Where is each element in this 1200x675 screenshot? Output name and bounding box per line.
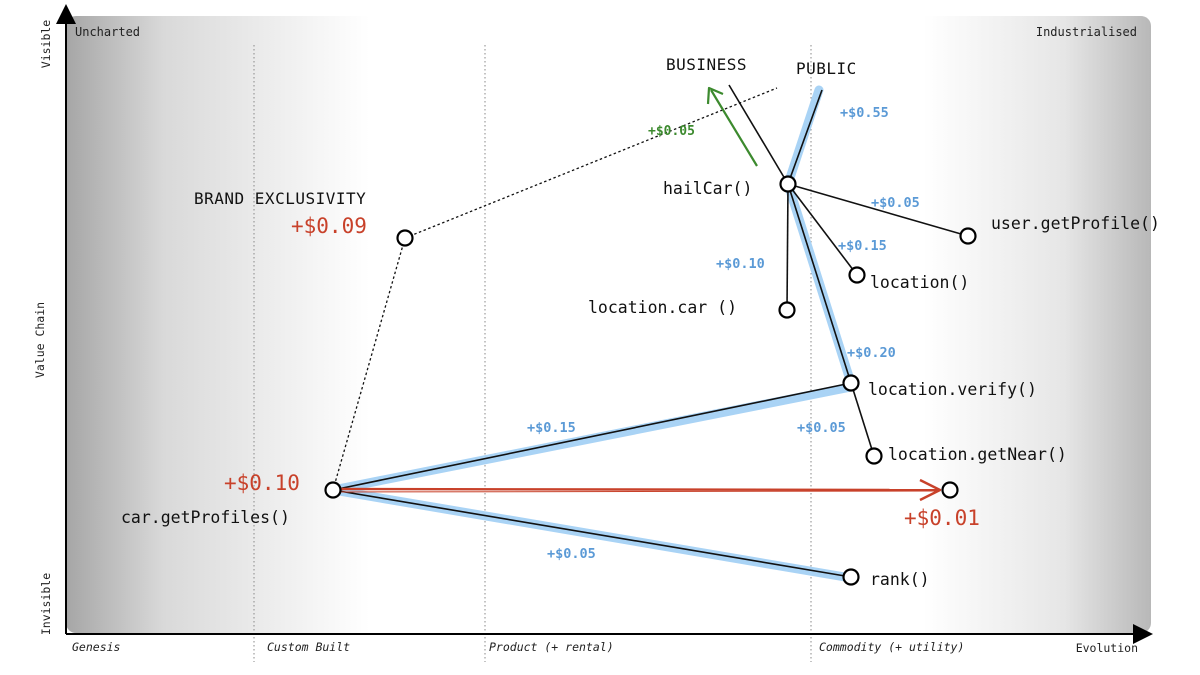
label-location-car: location.car () [588,298,737,317]
y-axis-value-chain-label: Value Chain [33,302,47,378]
cost-location-car: +$0.10 [716,256,765,272]
cost-public: +$0.55 [840,105,889,121]
link-hailcar-to-location-verify [787,183,852,384]
node-location-getnear[interactable] [865,447,883,465]
link-hailcar-to-user-profile [787,183,969,237]
node-red-target[interactable] [941,481,959,499]
link-car-profiles-to-rank [332,489,852,578]
node-location-verify[interactable] [842,374,860,392]
node-brand-exclusivity[interactable] [396,229,414,247]
label-location-verify: location.verify() [868,380,1037,399]
cost-business-green: +$0.05 [648,124,695,139]
cost-location: +$0.15 [838,238,887,254]
label-business: BUSINESS [666,55,747,74]
stage-product: Product (+ rental) [489,640,614,654]
link-brand-to-business [404,87,778,239]
cost-location-getnear: +$0.05 [797,420,846,436]
red-evolution-arrow [332,478,942,502]
link-hailcar-to-location [787,183,858,276]
link-verify-to-getnear [850,382,875,457]
map-background [66,16,1151,633]
cost-red-target: +$0.01 [904,506,980,530]
y-axis-visible-label: Visible [39,20,53,69]
node-rank[interactable] [842,568,860,586]
y-axis-invisible-label: Invisible [39,573,53,635]
corner-uncharted: Uncharted [75,25,140,39]
x-axis-evolution-label: Evolution [1076,641,1138,655]
node-car-getprofiles[interactable] [324,481,342,499]
cost-car-to-rank: +$0.05 [547,546,596,562]
label-brand-exclusivity: BRAND EXCLUSIVITY [194,189,366,208]
label-car-getprofiles: car.getProfiles() [121,508,290,527]
stage-commodity: Commodity (+ utility) [819,640,964,654]
label-user-getprofile: user.getProfile() [991,214,1160,233]
label-hailcar: hailCar() [663,179,752,198]
stage-custom-built: Custom Built [267,640,350,654]
link-car-profiles-to-verify [332,382,852,491]
link-public-to-hailcar [787,89,823,185]
cost-car-profiles: +$0.10 [224,471,300,495]
business-movement-arrow [706,86,758,167]
label-location-getnear: location.getNear() [888,445,1067,464]
label-public: PUBLIC [796,59,857,78]
label-location: location() [870,273,969,292]
cost-brand: +$0.09 [291,214,367,238]
stage-genesis: Genesis [72,640,121,654]
node-hailcar[interactable] [779,175,797,193]
link-brand-to-car-profiles [332,237,406,491]
cost-car-to-verify: +$0.15 [527,420,576,436]
node-user-getprofile[interactable] [959,227,977,245]
cost-user-getprofile: +$0.05 [871,195,920,211]
cost-location-verify: +$0.20 [847,345,896,361]
corner-industrialised: Industrialised [1036,25,1137,39]
link-business-to-hailcar [728,84,789,185]
label-rank: rank() [870,570,930,589]
link-hailcar-to-location-car [786,183,789,311]
node-location[interactable] [848,266,866,284]
node-location-car[interactable] [778,301,796,319]
